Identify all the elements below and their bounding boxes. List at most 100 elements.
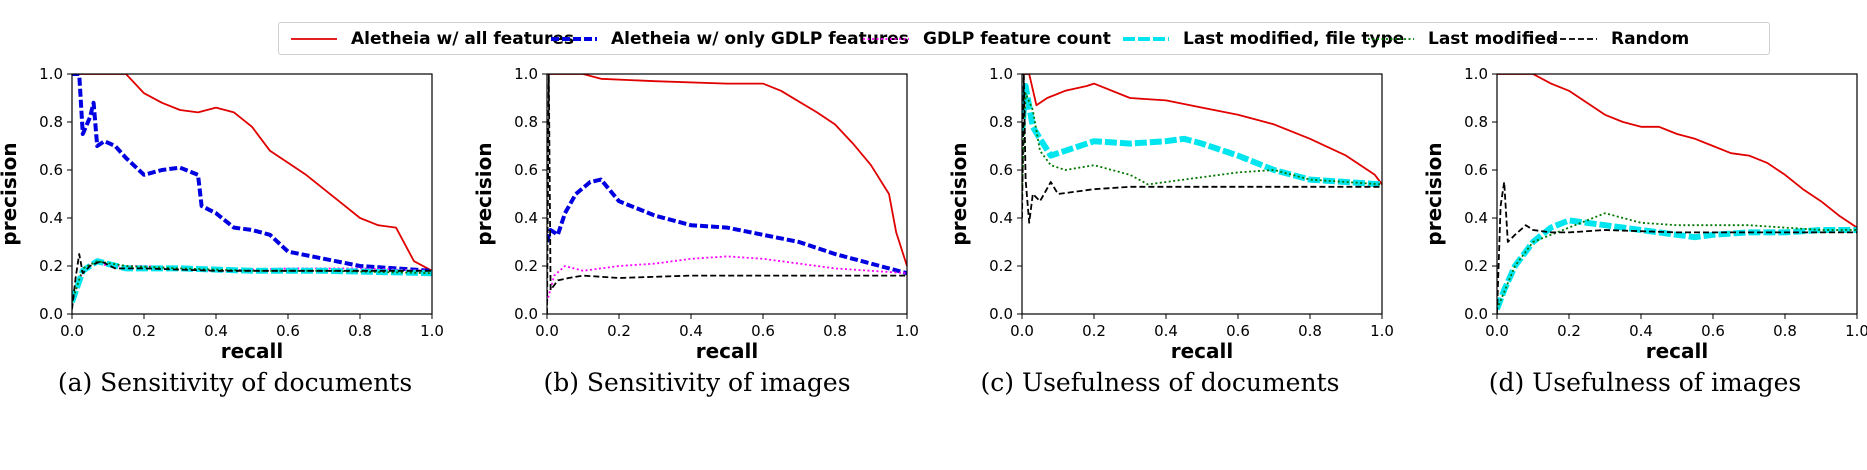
- y-tick-label: 0.4: [1464, 209, 1488, 227]
- series-line-aletheia-w-all-features: [1022, 74, 1382, 185]
- y-tick-label: 0.8: [1464, 113, 1488, 131]
- legend-label: Aletheia w/ all features: [351, 28, 575, 49]
- x-tick-label: 1.0: [895, 322, 919, 340]
- series-line-aletheia-w-only-gdlp-features: [547, 177, 907, 276]
- chart-b: 0.0 0.2 0.4 0.6 0.8 1.0 0.0 0.2 0.4 0.6 0.8 1.0 reca…: [475, 65, 919, 360]
- plot-frame: [71, 73, 433, 315]
- x-tick-label: 0.4: [204, 322, 228, 340]
- x-tick-label: 0.2: [607, 322, 631, 340]
- legend-item: Aletheia w/ only GDLP features: [549, 23, 909, 54]
- x-tick-label: 0.8: [1773, 322, 1797, 340]
- y-axis-label: precision: [950, 142, 971, 245]
- x-tick-label: 0.8: [1298, 322, 1322, 340]
- caption-b: (b) Sensitivity of images: [543, 368, 851, 397]
- y-tick-label: 0.4: [39, 209, 63, 227]
- chart-a: 0.0 0.2 0.4 0.6 0.8 1.0 0.0 0.2 0.4 0.6 0.8 1.0 reca…: [0, 65, 444, 360]
- legend-item: GDLP feature count: [861, 23, 1111, 54]
- y-tick-label: 0.2: [989, 257, 1013, 275]
- x-tick-label: 0.0: [535, 322, 559, 340]
- y-tick-label: 0.0: [514, 305, 538, 323]
- chart-panel-b: 0.0 0.2 0.4 0.6 0.8 1.0 0.0 0.2 0.4 0.6 0.8 1.0 reca…: [475, 60, 945, 460]
- y-tick-label: 0.0: [1464, 305, 1488, 323]
- series-line-random: [1022, 74, 1382, 224]
- x-tick-label: 0.2: [132, 322, 156, 340]
- y-tick-label: 0.6: [514, 161, 538, 179]
- x-tick-label: 0.0: [1010, 322, 1034, 340]
- legend-item: Last modified, file type: [1121, 23, 1404, 54]
- x-tick-label: 0.6: [751, 322, 775, 340]
- plot-frame: [546, 73, 908, 315]
- legend-label: Aletheia w/ only GDLP features: [611, 28, 909, 49]
- chart-d: 0.0 0.2 0.4 0.6 0.8 1.0 0.0 0.2 0.4 0.6 0.8 1.0 reca…: [1425, 65, 1867, 360]
- series-line-random: [72, 253, 432, 310]
- y-tick-label: 0.8: [39, 113, 63, 131]
- series-line-aletheia-w-all-features: [72, 74, 432, 272]
- series-line-aletheia-w-all-features: [547, 74, 907, 267]
- x-tick-label: 0.8: [823, 322, 847, 340]
- y-tick-label: 1.0: [989, 65, 1013, 83]
- caption-a: (a) Sensitivity of documents: [57, 368, 413, 397]
- series-line-gdlp-feature-count: [547, 255, 907, 303]
- x-tick-label: 0.4: [1154, 322, 1178, 340]
- series-line-last-modified-file-type: [1497, 217, 1857, 311]
- y-tick-label: 0.0: [39, 305, 63, 323]
- series-line-last-modified: [1022, 92, 1382, 195]
- legend-item: Random: [1549, 23, 1689, 54]
- series-line-aletheia-w-only-gdlp-features: [72, 74, 432, 273]
- x-tick-label: 1.0: [1370, 322, 1394, 340]
- chart-panel-d: 0.0 0.2 0.4 0.6 0.8 1.0 0.0 0.2 0.4 0.6 0.8 1.0 reca…: [1425, 60, 1867, 460]
- y-tick-label: 0.6: [39, 161, 63, 179]
- chart-panel-a: 0.0 0.2 0.4 0.6 0.8 1.0 0.0 0.2 0.4 0.6 0.8 1.0 reca…: [0, 60, 470, 460]
- x-tick-label: 0.2: [1082, 322, 1106, 340]
- series-group: [1497, 74, 1857, 314]
- series-group: [547, 74, 907, 314]
- y-tick-label: 0.6: [1464, 161, 1488, 179]
- legend-swatch: [291, 37, 337, 40]
- y-tick-label: 0.6: [989, 161, 1013, 179]
- y-tick-label: 0.4: [989, 209, 1013, 227]
- x-tick-label: 0.6: [1226, 322, 1250, 340]
- legend-label: Last modified, file type: [1183, 28, 1405, 49]
- y-tick-label: 0.2: [1464, 257, 1488, 275]
- x-axis-label: recall: [1646, 339, 1709, 360]
- series-line-aletheia-w-all-features: [1497, 74, 1857, 229]
- legend-swatch: [1123, 36, 1169, 41]
- legend: Aletheia w/ all features Aletheia w/ only…: [278, 22, 1770, 55]
- legend-swatch: [551, 36, 597, 41]
- x-tick-label: 0.0: [60, 322, 84, 340]
- y-tick-label: 0.0: [989, 305, 1013, 323]
- legend-item: Last modified: [1366, 23, 1558, 54]
- series-line-last-modified: [1497, 212, 1857, 310]
- caption-d: (d) Usefulness of images: [1488, 368, 1802, 397]
- plot-frame: [1496, 73, 1858, 315]
- legend-swatch: [1368, 37, 1414, 40]
- legend-label: GDLP feature count: [923, 28, 1111, 49]
- y-tick-label: 0.2: [514, 257, 538, 275]
- x-tick-label: 0.2: [1557, 322, 1581, 340]
- x-tick-label: 0.6: [1701, 322, 1725, 340]
- series-group: [72, 74, 432, 310]
- chart-panel-c: 0.0 0.2 0.4 0.6 0.8 1.0 0.0 0.2 0.4 0.6 0.8 1.0 reca…: [950, 60, 1420, 460]
- y-tick-label: 0.8: [989, 113, 1013, 131]
- x-tick-label: 0.4: [1629, 322, 1653, 340]
- y-axis-label: precision: [475, 142, 496, 245]
- x-axis-label: recall: [1171, 339, 1234, 360]
- y-tick-label: 1.0: [1464, 65, 1488, 83]
- legend-label: Random: [1611, 28, 1690, 49]
- legend-label: Last modified: [1428, 28, 1559, 49]
- legend-swatch: [1551, 37, 1597, 40]
- x-tick-label: 0.8: [348, 322, 372, 340]
- y-tick-label: 0.2: [39, 257, 63, 275]
- x-tick-label: 0.4: [679, 322, 703, 340]
- plot-frame: [1021, 73, 1383, 315]
- x-axis-label: recall: [221, 339, 284, 360]
- x-axis-label: recall: [696, 339, 759, 360]
- x-tick-label: 1.0: [1845, 322, 1867, 340]
- x-tick-label: 1.0: [420, 322, 444, 340]
- x-tick-label: 0.6: [276, 322, 300, 340]
- y-axis-label: precision: [1425, 142, 1446, 245]
- y-axis-label: precision: [0, 142, 21, 245]
- series-line-last-modified-file-type: [1022, 83, 1382, 188]
- y-tick-label: 1.0: [514, 65, 538, 83]
- legend-item: Aletheia w/ all features: [289, 23, 574, 54]
